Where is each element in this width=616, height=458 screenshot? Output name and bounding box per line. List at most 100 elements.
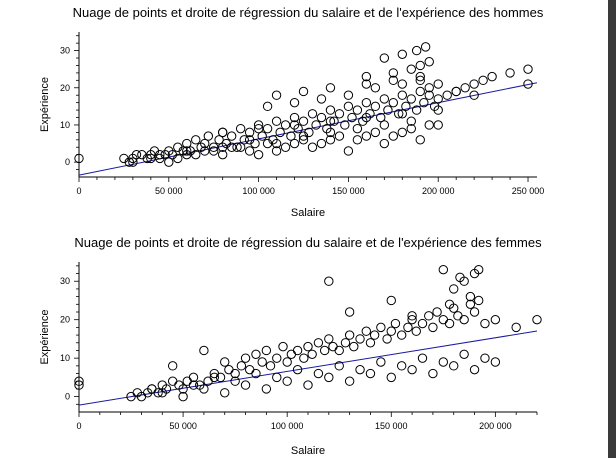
data-point [478, 75, 488, 86]
data-point [262, 123, 273, 134]
data-point [397, 127, 407, 138]
data-point [182, 146, 192, 156]
data-point [251, 368, 261, 379]
data-point [230, 368, 240, 379]
data-point [417, 353, 428, 363]
data-point [411, 45, 422, 56]
data-point [474, 295, 484, 306]
data-point [319, 345, 330, 356]
data-point [376, 112, 386, 123]
data-point [240, 380, 251, 390]
data-point [532, 314, 542, 325]
data-point [271, 90, 282, 100]
x-tick-label: 0 [76, 186, 81, 196]
data-point [292, 345, 303, 356]
data-point [245, 364, 255, 375]
data-point [173, 153, 183, 164]
data-point [428, 322, 438, 333]
data-point [280, 120, 291, 130]
x-tick-label: 150 000 [375, 421, 408, 431]
data-point [415, 71, 425, 82]
data-point [289, 138, 300, 149]
data-point [272, 353, 282, 363]
data-point [271, 138, 282, 149]
data-point [224, 364, 234, 375]
data-point [523, 64, 533, 74]
data-point [406, 116, 416, 126]
data-point [282, 357, 292, 367]
data-point [397, 79, 407, 89]
data-point [365, 368, 376, 379]
data-point [490, 314, 501, 325]
data-point [490, 357, 501, 367]
data-point [214, 135, 224, 145]
data-point [444, 318, 455, 329]
data-point [286, 349, 297, 360]
data-point [388, 75, 399, 86]
y-tick-label: 30 [60, 276, 70, 286]
data-point [215, 372, 226, 383]
data-point [465, 291, 476, 302]
data-point [343, 146, 354, 156]
data-point [369, 330, 380, 340]
data-point [347, 112, 357, 123]
data-point [167, 361, 178, 371]
data-point [298, 86, 309, 97]
data-point [329, 116, 339, 126]
data-point [203, 131, 214, 141]
x-axis-label: Salaire [291, 207, 325, 219]
data-point [474, 264, 484, 275]
data-point [217, 142, 228, 152]
data-point [396, 361, 407, 371]
data-point [303, 380, 313, 390]
x-tick-label: 250 000 [512, 186, 545, 196]
data-point [433, 79, 443, 89]
data-point [406, 123, 416, 134]
data-point [289, 97, 300, 108]
data-point [379, 94, 390, 104]
data-point [432, 307, 442, 317]
data-point [128, 157, 138, 167]
data-point [182, 138, 192, 149]
data-point [164, 157, 174, 167]
data-point [325, 127, 336, 138]
data-point [424, 57, 434, 67]
data-point [386, 372, 396, 383]
data-point [424, 83, 434, 93]
data-point [253, 149, 264, 160]
data-point [244, 127, 255, 138]
data-point [299, 353, 309, 363]
data-point [209, 142, 219, 152]
data-point [469, 307, 480, 317]
data-point [361, 97, 372, 108]
data-point [278, 341, 288, 352]
data-point [397, 109, 407, 119]
data-point [178, 391, 188, 402]
data-point [406, 64, 416, 74]
data-point [376, 322, 386, 333]
data-point [349, 341, 359, 352]
data-point [352, 135, 363, 145]
data-point [480, 353, 490, 363]
data-point [261, 384, 272, 394]
data-point [361, 71, 372, 82]
data-point [199, 384, 209, 394]
data-point [376, 357, 386, 367]
data-point [433, 120, 443, 130]
data-point [370, 83, 381, 93]
data-point [396, 330, 407, 340]
data-point [298, 131, 309, 141]
data-point [459, 314, 469, 325]
data-point [272, 372, 282, 383]
data-point [407, 314, 417, 325]
data-point [316, 94, 327, 104]
data-point [415, 86, 425, 97]
window-edge-strip [608, 0, 616, 458]
data-point [344, 330, 355, 340]
data-point [261, 345, 272, 356]
chart-2: Nuage de points et droite de régression … [39, 235, 542, 457]
data-point [419, 97, 429, 108]
data-point [370, 101, 381, 112]
data-point [442, 90, 452, 100]
